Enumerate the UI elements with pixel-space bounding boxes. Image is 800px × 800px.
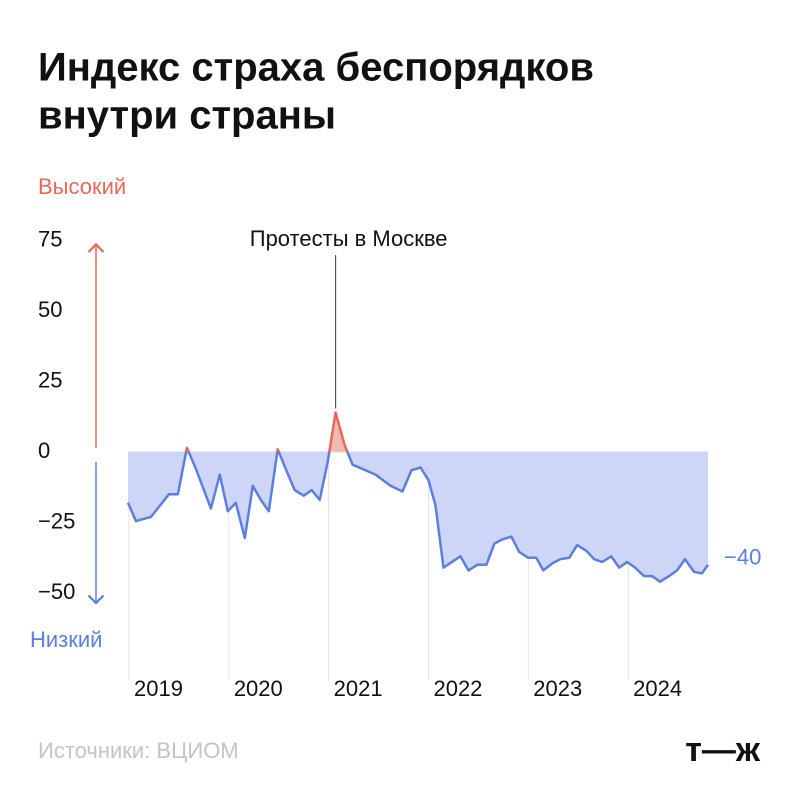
- source: Источники: ВЦИОМ: [38, 738, 239, 763]
- line: [126, 411, 710, 583]
- y-tick-label: 75: [38, 226, 62, 251]
- title: Индекс страха беспорядков: [38, 46, 594, 90]
- high-label: Высокий: [38, 174, 126, 199]
- logo: т—ж: [685, 731, 761, 769]
- y-tick-label: 50: [38, 297, 62, 322]
- y-tick-label: 25: [38, 367, 62, 392]
- x-tick-label: 2019: [134, 676, 183, 701]
- x-tick-label: 2023: [533, 676, 582, 701]
- x-tick-label: 2021: [334, 676, 383, 701]
- y-tick-label: 0: [38, 438, 50, 463]
- title: внутри страны: [38, 94, 336, 138]
- annotation: Протесты в Москве: [250, 226, 448, 251]
- area-fill: [128, 412, 708, 582]
- y-tick-label: −25: [38, 508, 75, 533]
- x-tick-label: 2022: [433, 676, 482, 701]
- end-label: −40: [724, 545, 761, 570]
- x-tick-label: 2024: [633, 676, 682, 701]
- y-tick-label: −50: [38, 579, 75, 604]
- low-label: Низкий: [30, 627, 102, 652]
- x-tick-label: 2020: [234, 676, 283, 701]
